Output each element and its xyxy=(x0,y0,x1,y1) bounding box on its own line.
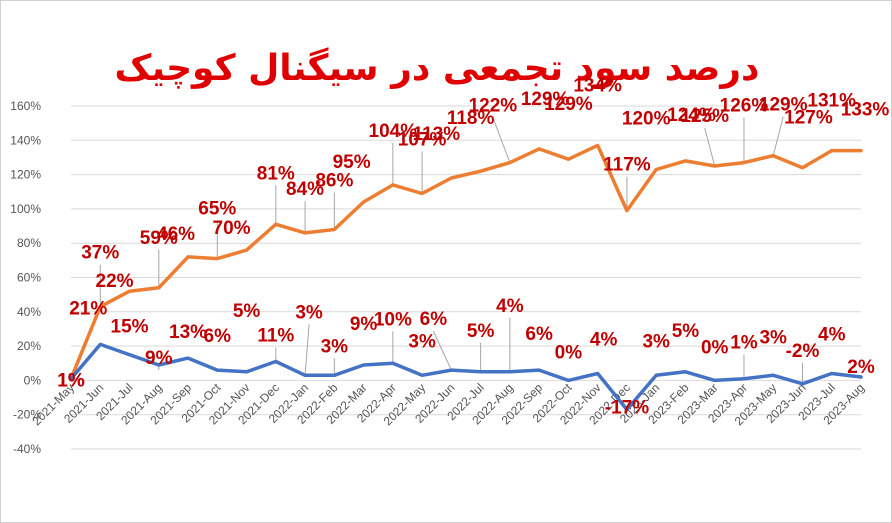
data-label: 131% xyxy=(807,91,856,112)
data-label: 4% xyxy=(818,325,846,346)
data-label: 5% xyxy=(672,321,700,342)
data-label: 0% xyxy=(701,337,729,358)
data-label: 117% xyxy=(603,155,651,176)
data-label: 129% xyxy=(521,89,570,110)
data-label: 133% xyxy=(841,100,890,121)
y-tick-label: 60% xyxy=(17,271,41,285)
data-label: 3% xyxy=(295,302,323,323)
label-leader-line xyxy=(772,116,784,156)
label-leader-line xyxy=(304,324,310,376)
data-label: 10% xyxy=(374,309,412,330)
y-tick-label: 80% xyxy=(17,236,41,250)
y-tick-label: -20% xyxy=(13,408,41,422)
data-label: 84% xyxy=(286,179,324,200)
data-label: 46% xyxy=(157,224,195,245)
data-label: 5% xyxy=(467,321,495,342)
data-label: 5% xyxy=(233,301,261,322)
data-label: 113% xyxy=(413,124,461,145)
y-axis-ticks: -40% -20% 0% 20% 40% 60% 80% 100% 120% 140% 160% xyxy=(10,99,41,456)
data-label: 81% xyxy=(257,163,295,184)
label-leader-line xyxy=(432,330,452,371)
label-leader-line xyxy=(704,127,716,167)
data-label: 126% xyxy=(720,96,769,117)
y-tick-label: 40% xyxy=(17,305,41,319)
data-label: 3% xyxy=(642,331,670,352)
y-tick-label: 140% xyxy=(10,133,41,147)
data-label: 9% xyxy=(145,348,173,369)
data-label: 11% xyxy=(257,326,294,347)
data-label: 22% xyxy=(96,271,134,292)
data-label: 3% xyxy=(408,331,436,352)
series-lines xyxy=(69,143,863,412)
data-label: 65% xyxy=(198,199,236,220)
y-tick-label: 20% xyxy=(17,339,41,353)
y-tick-label: 100% xyxy=(10,202,41,216)
data-label: 120% xyxy=(622,108,671,129)
data-label: 127% xyxy=(784,108,833,129)
data-label: 6% xyxy=(420,309,448,330)
y-tick-label: -40% xyxy=(13,442,41,456)
data-label: 118% xyxy=(447,108,495,129)
chart-title: درصد سود تجمعی در سیگنال کوچیک xyxy=(115,47,760,89)
data-label: 6% xyxy=(525,324,553,345)
data-label: 124% xyxy=(667,105,716,126)
data-label: 107% xyxy=(398,129,447,150)
data-label: 0% xyxy=(555,342,583,363)
series-line-1 xyxy=(69,143,863,381)
data-label: 129% xyxy=(544,94,593,115)
data-label: 37% xyxy=(81,243,119,264)
data-label: 3% xyxy=(321,336,349,357)
y-tick-label: 0% xyxy=(24,373,42,387)
label-leader-lines xyxy=(99,116,803,384)
x-axis-ticks: 2021-May2021-Jun2021-Jul2021-Aug2021-Sep… xyxy=(29,380,867,428)
data-label: 1% xyxy=(57,371,85,392)
series-line-2 xyxy=(69,342,863,412)
label-leader-line xyxy=(492,117,511,163)
data-label: 4% xyxy=(496,296,524,317)
data-label: 4% xyxy=(590,330,618,351)
data-label: 70% xyxy=(213,218,251,239)
data-label: 86% xyxy=(315,170,353,191)
data-label: 13% xyxy=(169,322,207,343)
data-label: 59% xyxy=(140,228,178,249)
data-label: 125% xyxy=(680,106,729,127)
data-labels: 1% 37% 22% 59%46%65%70% 81%84%86%95% 104%107%… xyxy=(57,75,889,418)
data-label: 95% xyxy=(333,152,371,173)
data-label: 122% xyxy=(469,96,518,117)
data-label: 9% xyxy=(350,314,378,335)
data-label: 1% xyxy=(57,371,85,392)
data-label: 134% xyxy=(573,75,622,96)
y-tick-label: 160% xyxy=(10,99,41,113)
data-label: 2% xyxy=(847,357,875,378)
data-label: 129% xyxy=(759,95,808,116)
y-tick-label: 120% xyxy=(10,168,41,182)
data-label: 104% xyxy=(369,121,418,142)
data-label: -17% xyxy=(605,398,649,419)
data-label: 1% xyxy=(730,333,758,354)
data-label: 6% xyxy=(204,326,232,347)
data-label: 15% xyxy=(111,317,149,338)
data-label: -2% xyxy=(786,341,820,362)
data-label: 21% xyxy=(69,298,107,319)
data-label: 3% xyxy=(759,327,787,348)
